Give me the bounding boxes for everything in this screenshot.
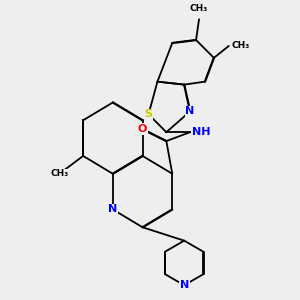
Text: S: S [145, 109, 152, 119]
Text: CH₃: CH₃ [190, 4, 208, 13]
Text: N: N [108, 204, 118, 214]
Text: NH: NH [192, 127, 210, 137]
Text: CH₃: CH₃ [232, 41, 250, 50]
Text: N: N [185, 106, 195, 116]
Text: CH₃: CH₃ [50, 169, 68, 178]
Text: O: O [138, 124, 147, 134]
Text: N: N [180, 280, 189, 290]
